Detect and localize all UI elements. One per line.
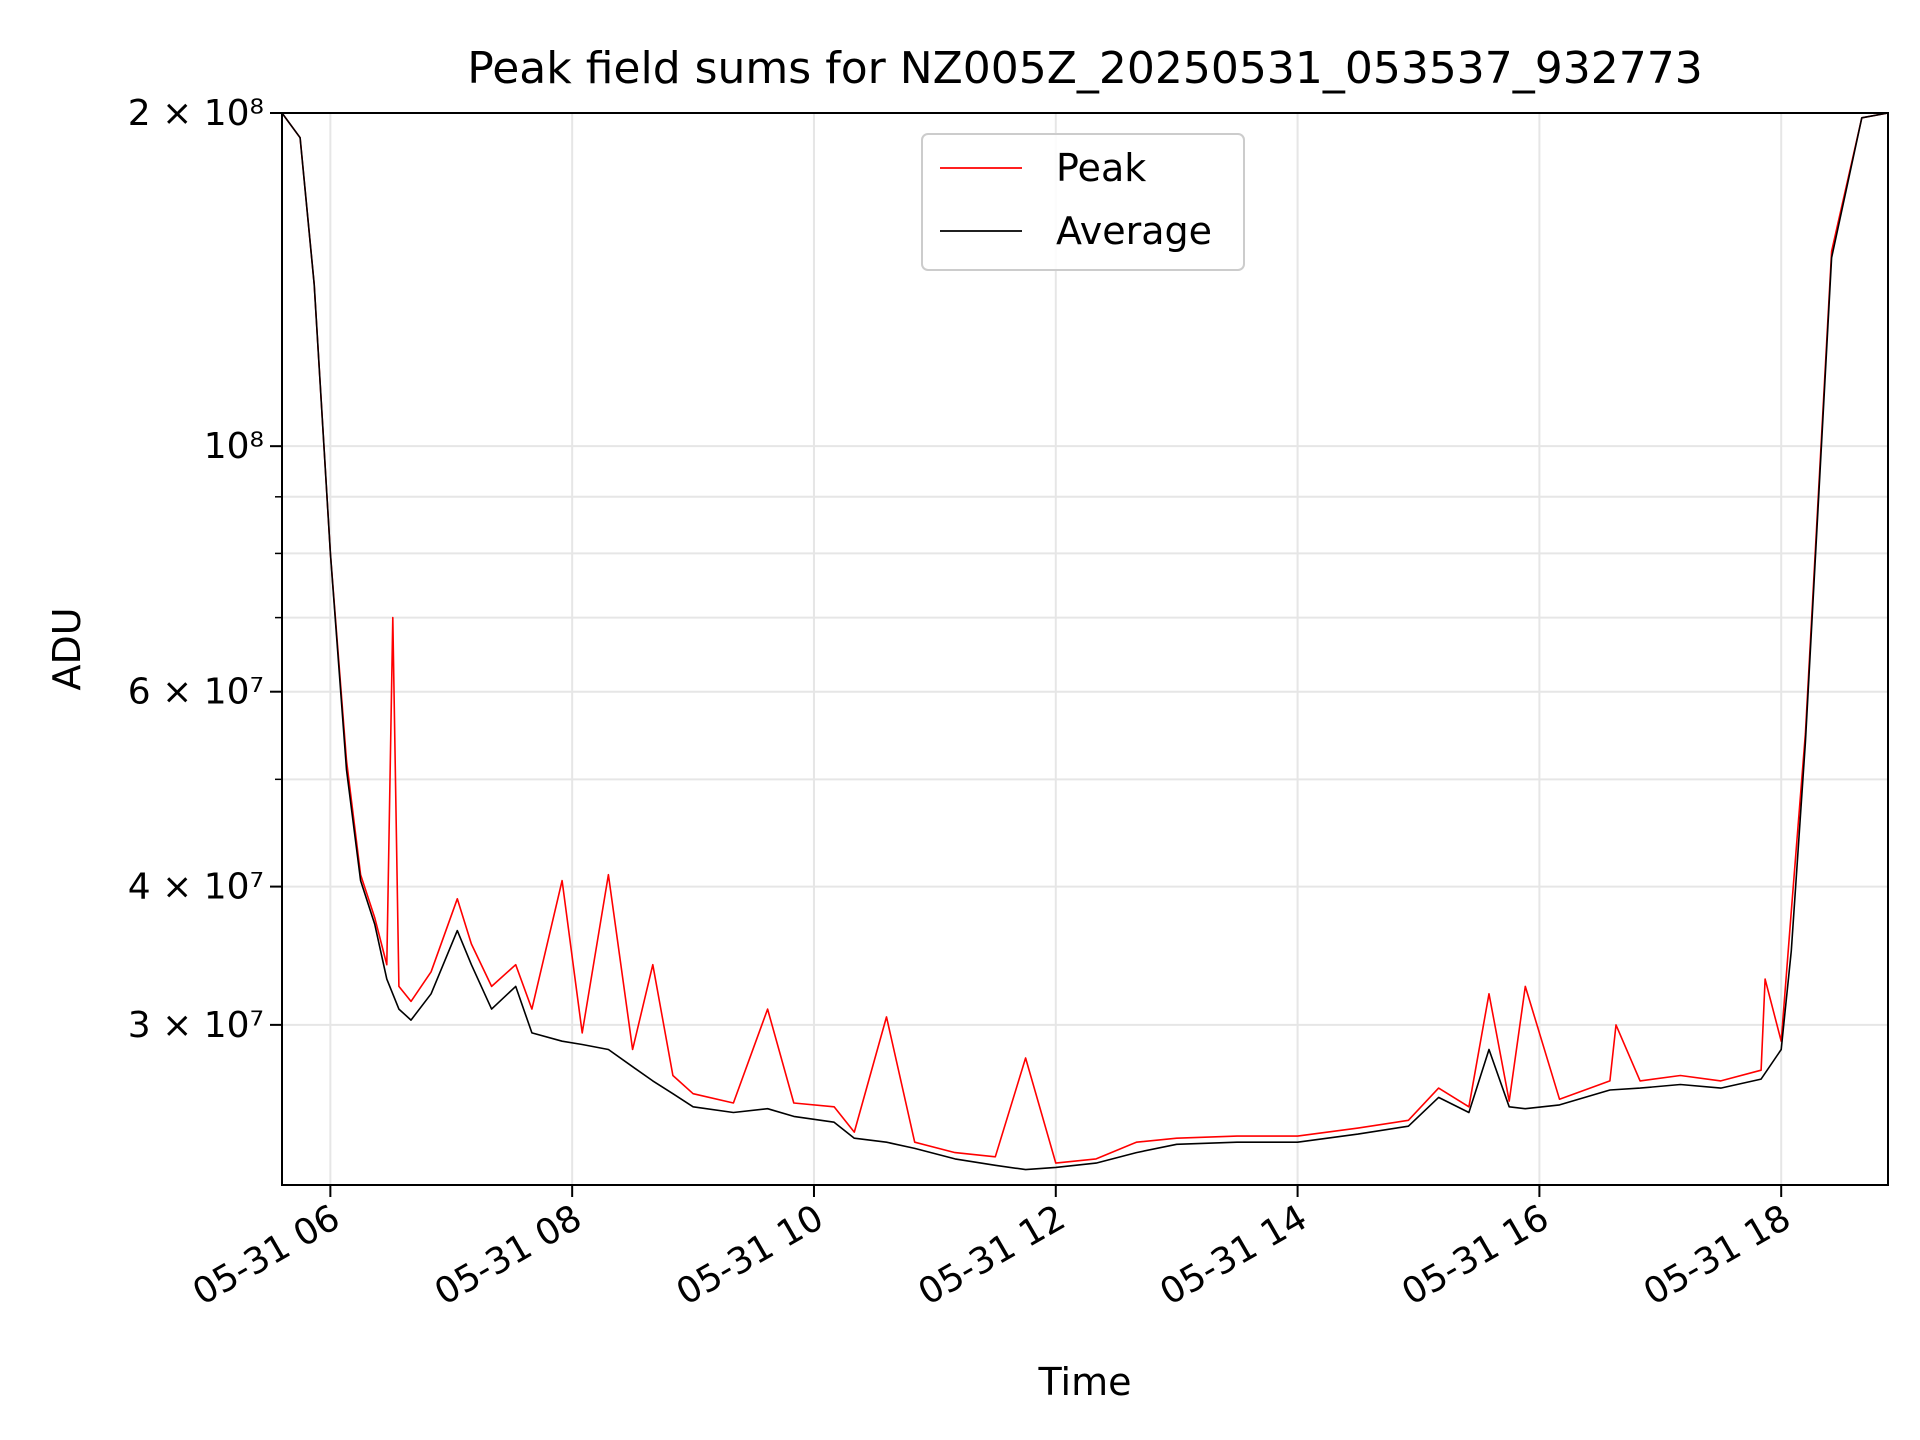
series-layer bbox=[281, 112, 1889, 1171]
y-axis: 3 × 10⁷ 4 × 10⁷ 6 × 10⁷ 10⁸ 2 × 10⁸ bbox=[128, 93, 282, 1046]
plot-frame bbox=[281, 112, 1889, 1186]
x-axis-label: Time bbox=[1038, 1360, 1132, 1404]
series-line-average bbox=[281, 112, 1889, 1171]
chart-title: Peak field sums for NZ005Z_20250531_0535… bbox=[467, 43, 1703, 94]
legend: Peak Average bbox=[921, 133, 1245, 271]
legend-label-average: Average bbox=[1056, 209, 1212, 253]
grid bbox=[282, 113, 1888, 1185]
y-axis-label: ADU bbox=[45, 607, 89, 690]
y-tick-label: 2 × 10⁸ bbox=[128, 93, 264, 134]
y-tick-label: 4 × 10⁷ bbox=[128, 867, 264, 908]
y-tick-label: 10⁸ bbox=[204, 426, 264, 467]
y-tick-label: 3 × 10⁷ bbox=[128, 1005, 264, 1046]
y-tick-label: 6 × 10⁷ bbox=[128, 672, 264, 713]
legend-label-peak: Peak bbox=[1056, 146, 1146, 190]
series-line-peak bbox=[281, 112, 1889, 1164]
